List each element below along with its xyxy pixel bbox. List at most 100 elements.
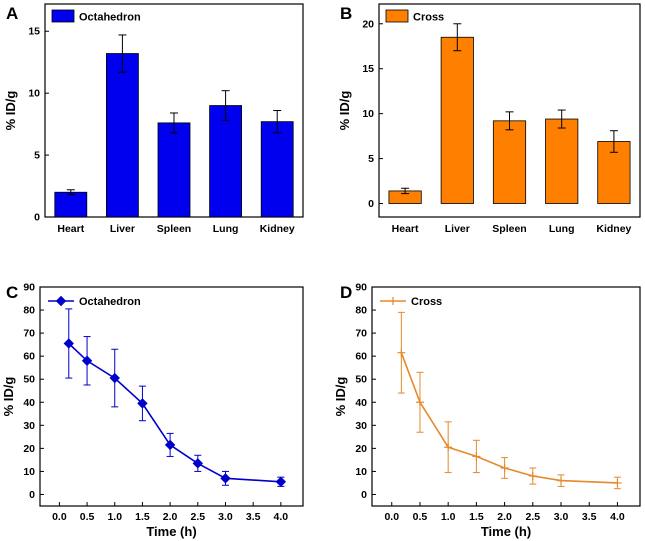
chart-c-x-tick-label: 0.5 — [80, 511, 95, 523]
chart-d-x-tick-label: 1.0 — [441, 511, 456, 523]
chart-b-legend-swatch — [385, 9, 409, 23]
chart-c-data-point — [63, 338, 74, 349]
chart-a-x-tick-label: Lung — [213, 223, 239, 235]
chart-a-x-tick-label: Spleen — [157, 223, 191, 235]
chart-d-data-point — [444, 443, 453, 452]
chart-d-frame — [371, 286, 641, 507]
chart-b-x-tick-label: Liver — [445, 223, 470, 235]
chart-a-x-tick-label: Kidney — [260, 223, 295, 235]
chart-b-y-tick-label: 5 — [368, 153, 374, 165]
chart-c-data-point — [220, 473, 231, 484]
chart-b-y-axis-label: % ID/g — [337, 91, 352, 131]
chart-b-bar — [440, 36, 474, 204]
chart-d-y-tick-label: 30 — [355, 420, 367, 432]
chart-c-x-tick-label: 3.0 — [218, 511, 233, 523]
chart-d-data-point — [472, 452, 481, 461]
chart-d-y-tick-label: 80 — [355, 305, 367, 317]
chart-c-x-tick-label: 0.0 — [52, 511, 67, 523]
chart-b-x-tick-label: Kidney — [596, 223, 631, 235]
chart-c-series-line — [68, 342, 281, 483]
chart-c-x-axis-label: Time (h) — [146, 524, 196, 539]
chart-d-x-tick-label: 3.5 — [582, 511, 597, 523]
chart-d-data-point — [613, 478, 622, 487]
chart-c-y-tick-label: 80 — [23, 305, 35, 317]
chart-a-y-axis-label: % ID/g — [3, 91, 18, 131]
chart-c-x-tick-label: 4.0 — [274, 511, 289, 523]
chart-c-data-point — [164, 439, 176, 451]
chart-a-y-tick-label: 10 — [28, 88, 40, 100]
chart-d-legend-label: Cross — [411, 296, 442, 308]
chart-a-bar — [157, 122, 191, 218]
chart-d-y-tick-label: 50 — [355, 374, 367, 386]
chart-c-data-point — [192, 458, 204, 469]
chart-b-y-tick-label: 20 — [362, 18, 374, 30]
chart-c-x-tick-label: 1.5 — [135, 511, 150, 523]
chart-b-frame — [378, 3, 641, 218]
chart-c-y-tick-label: 50 — [23, 374, 35, 386]
chart-d: 0 10 20 30 40 50 60 70 80 90 % ID/g 0.0 0.5 1.0 1.5 2.0… — [333, 282, 641, 539]
chart-a-x-tick-label: Liver — [110, 223, 135, 235]
chart-c-data-point — [137, 398, 148, 409]
chart-a-legend-swatch — [51, 9, 75, 23]
chart-c-x-tick-label: 1.0 — [107, 511, 122, 523]
chart-d-y-tick-label: 70 — [355, 328, 367, 340]
chart-b-y-tick-label: 15 — [362, 63, 374, 75]
chart-b-legend-label: Cross — [413, 12, 444, 24]
chart-c-y-axis-label: % ID/g — [1, 377, 16, 417]
chart-c-y-tick-label: 10 — [23, 466, 35, 478]
chart-a-y-tick-label: 0 — [34, 212, 40, 224]
chart-c-y-tick-label: 0 — [29, 489, 35, 501]
chart-a-bar — [260, 121, 294, 218]
chart-a-y-tick-label: 15 — [28, 26, 40, 38]
chart-d-x-tick-label: 0.5 — [413, 511, 428, 523]
chart-c-data-point — [81, 355, 93, 366]
chart-c: 0 10 20 30 40 50 60 70 80 90 % ID/g 0.0 0.5 1.0 1.5 2.0… — [1, 282, 304, 539]
chart-d-data-point — [415, 398, 424, 407]
chart-b-x-tick-label: Heart — [392, 223, 419, 235]
chart-c-y-tick-label: 60 — [23, 351, 35, 363]
chart-d-y-tick-label: 60 — [355, 351, 367, 363]
chart-d-data-point — [397, 348, 406, 357]
chart-c-y-tick-label: 30 — [23, 420, 35, 432]
chart-d-y-tick-label: 40 — [355, 397, 367, 409]
chart-b-y-tick-label: 10 — [362, 108, 374, 120]
chart-b: 0 5 10 15 20 % ID/g Heart Liver Spleen Lung Kidney… — [337, 3, 641, 235]
chart-d-x-axis-label: Time (h) — [481, 524, 531, 539]
chart-d-x-tick-label: 1.5 — [469, 511, 484, 523]
chart-a-bar — [54, 191, 88, 218]
panel-label-a: A — [6, 4, 18, 23]
chart-d-data-point — [528, 472, 537, 481]
chart-c-data-point — [109, 372, 120, 384]
chart-c-y-tick-label: 20 — [23, 443, 35, 455]
chart-c-x-tick-label: 2.0 — [163, 511, 178, 523]
chart-d-x-tick-label: 0.0 — [384, 511, 399, 523]
chart-d-y-tick-label: 10 — [355, 466, 367, 478]
chart-d-x-tick-label: 2.0 — [497, 511, 512, 523]
chart-c-y-tick-label: 40 — [23, 397, 35, 409]
chart-b-bar — [545, 118, 579, 204]
chart-d-x-tick-label: 2.5 — [525, 511, 540, 523]
chart-d-x-tick-label: 4.0 — [610, 511, 625, 523]
chart-b-y-tick-label: 0 — [368, 198, 374, 210]
chart-d-data-point — [500, 463, 509, 472]
panel-label-b: B — [340, 4, 352, 23]
chart-d-y-tick-label: 0 — [361, 489, 367, 501]
chart-a-bar — [106, 53, 139, 218]
chart-a: 0 5 10 15 % ID/g Heart Liver Spleen Lung Kidney Oc… — [3, 3, 304, 235]
chart-d-y-tick-label: 20 — [355, 443, 367, 455]
chart-c-x-tick-label: 3.5 — [246, 511, 261, 523]
chart-a-legend-label: Octahedron — [79, 12, 141, 24]
chart-d-y-axis-label: % ID/g — [333, 377, 348, 417]
chart-b-bar — [492, 120, 527, 204]
chart-b-x-tick-label: Lung — [549, 223, 575, 235]
chart-d-data-point — [557, 476, 566, 485]
chart-c-frame — [39, 286, 304, 507]
chart-c-legend-marker — [55, 295, 67, 307]
chart-a-x-tick-label: Heart — [57, 223, 84, 235]
chart-d-y-tick-label: 90 — [355, 282, 367, 294]
chart-b-x-tick-label: Spleen — [492, 223, 526, 235]
chart-c-legend-label: Octahedron — [79, 296, 141, 308]
panel-label-c: C — [6, 283, 18, 302]
chart-a-bar — [209, 105, 242, 218]
